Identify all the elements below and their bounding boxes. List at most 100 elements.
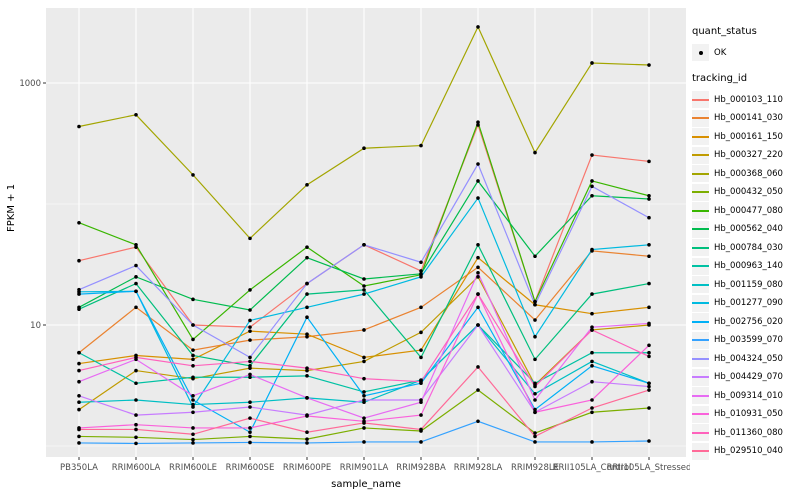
- line-key-icon: [692, 239, 709, 256]
- legend-item-label: Hb_029510_040: [714, 446, 783, 456]
- data-point: [533, 392, 537, 396]
- legend: quant_status OK tracking_id Hb_000103_11…: [692, 26, 798, 472]
- data-point: [476, 25, 480, 29]
- data-point: [134, 355, 138, 360]
- line-key-icon: [692, 183, 709, 201]
- data-point: [647, 215, 651, 220]
- line-key-icon: [692, 276, 709, 293]
- data-point: [419, 413, 423, 417]
- data-point: [590, 364, 594, 368]
- data-point: [191, 441, 195, 445]
- data-point: [191, 398, 195, 402]
- data-point: [419, 400, 423, 405]
- legend-item-Hb_004324_050: Hb_004324_050: [692, 350, 798, 367]
- line-key-icon: [692, 257, 709, 275]
- data-point: [248, 400, 252, 405]
- data-point: [134, 441, 138, 446]
- data-point: [77, 124, 81, 129]
- data-point: [134, 398, 138, 402]
- data-point: [77, 292, 81, 296]
- legend-item-Hb_000477_080: Hb_000477_080: [692, 202, 798, 219]
- data-point: [191, 432, 195, 437]
- legend-item-Hb_011360_080: Hb_011360_080: [692, 424, 798, 441]
- data-point: [647, 159, 651, 164]
- data-point: [305, 441, 309, 445]
- data-point: [362, 376, 366, 381]
- data-point: [647, 281, 651, 286]
- data-point: [248, 338, 252, 342]
- line-key-icon: [692, 424, 709, 441]
- data-point: [248, 440, 252, 445]
- legend-item-Hb_004429_070: Hb_004429_070: [692, 368, 798, 386]
- data-point: [590, 193, 594, 198]
- line-chart: 1000 10 PB350LA RRIM600LA RRIM600LE RRIM600SE…: [19, 8, 690, 473]
- data-point: [191, 405, 195, 409]
- data-point: [533, 440, 537, 444]
- data-point: [590, 410, 594, 415]
- data-point: [134, 281, 138, 286]
- data-point: [248, 288, 252, 292]
- data-point: [305, 366, 309, 370]
- y-axis-title: FPKM + 1: [6, 183, 17, 232]
- legend-item-label: Hb_000141_030: [714, 113, 783, 123]
- data-point: [248, 434, 252, 439]
- data-point: [476, 388, 480, 392]
- data-point: [362, 243, 366, 247]
- data-point: [476, 275, 480, 279]
- data-point: [590, 292, 594, 296]
- data-point: [248, 308, 252, 312]
- x-tick-label: RRII105LA_Stressed: [607, 463, 690, 473]
- data-point: [77, 393, 81, 398]
- data-point: [248, 405, 252, 409]
- legend-item-Hb_000103_110: Hb_000103_110: [692, 91, 798, 108]
- legend-item-Hb_003599_070: Hb_003599_070: [692, 331, 798, 349]
- data-point: [476, 292, 480, 296]
- legend-item-ok: OK: [692, 44, 798, 61]
- legend-quant-status-title: quant_status: [692, 26, 757, 37]
- data-point: [419, 440, 423, 444]
- data-point: [305, 437, 309, 441]
- data-point: [476, 323, 480, 327]
- data-point: [305, 374, 309, 378]
- legend-item-label: Hb_000562_040: [714, 224, 783, 234]
- data-point: [191, 323, 195, 327]
- legend-item-Hb_002756_020: Hb_002756_020: [692, 313, 798, 330]
- line-key-icon: [692, 442, 709, 460]
- data-point: [134, 263, 138, 268]
- data-point: [191, 357, 195, 362]
- legend-item-label: Hb_002756_020: [714, 316, 783, 327]
- legend-item-label: Hb_001159_080: [714, 279, 783, 290]
- data-point: [77, 220, 81, 225]
- data-point: [248, 430, 252, 435]
- data-point: [533, 299, 537, 304]
- data-point: [533, 254, 537, 259]
- x-tick-label: RRIM600PE: [283, 463, 331, 473]
- data-point: [305, 245, 309, 249]
- y-tick-label: 10: [30, 321, 41, 331]
- data-point: [305, 414, 309, 418]
- data-point: [647, 384, 651, 389]
- data-point: [248, 325, 252, 329]
- line-key-icon: [692, 91, 709, 108]
- legend-item-label: OK: [714, 47, 727, 58]
- legend-item-label: Hb_000477_080: [714, 205, 783, 216]
- legend-item-label: Hb_011360_080: [714, 427, 783, 438]
- x-tick-label: RRIM901LA: [340, 463, 389, 473]
- line-key-icon: [692, 405, 709, 423]
- data-point: [77, 379, 81, 384]
- legend-item-Hb_000432_050: Hb_000432_050: [692, 183, 798, 201]
- data-point: [77, 434, 81, 439]
- x-tick-label: RRIM600LE: [169, 463, 217, 473]
- data-point: [419, 330, 423, 335]
- data-point: [647, 406, 651, 410]
- data-point: [134, 381, 138, 386]
- data-point: [590, 179, 594, 183]
- legend-item-Hb_000562_040: Hb_000562_040: [692, 220, 798, 238]
- data-point: [533, 357, 537, 362]
- data-point: [590, 61, 594, 65]
- data-point: [362, 416, 366, 420]
- data-point: [590, 247, 594, 252]
- x-tick-label: RRIM600LA: [112, 463, 161, 473]
- legend-tracking-id-title: tracking_id: [692, 73, 748, 84]
